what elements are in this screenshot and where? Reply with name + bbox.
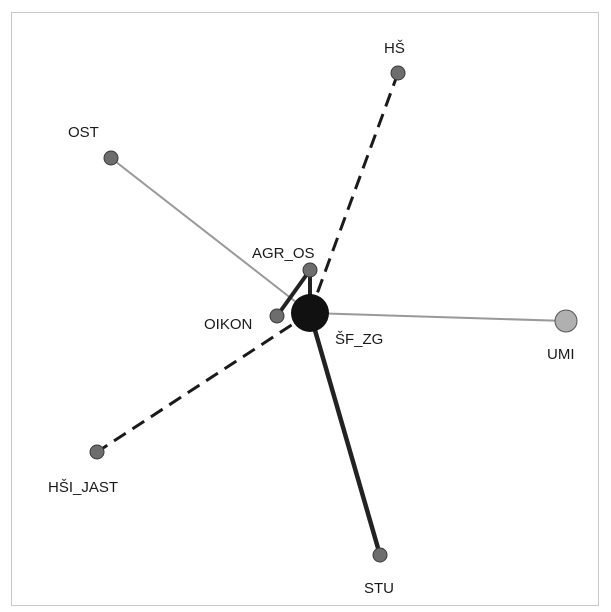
- edge-sf_zg-stu: [307, 312, 383, 556]
- label-agr_os: AGR_OS: [252, 245, 315, 262]
- label-oikon: OIKON: [204, 316, 252, 333]
- edge-sf_zg-hs: [308, 72, 400, 314]
- node-oikon: [269, 308, 285, 324]
- label-umi: UMI: [547, 346, 575, 363]
- node-stu: [372, 547, 388, 563]
- edge-sf_zg-hsi_jast: [96, 311, 311, 454]
- edge-agr_os-oikon: [275, 268, 312, 318]
- edge-sf_zg-umi: [309, 312, 567, 322]
- node-agr_os: [302, 262, 318, 278]
- label-hsi_jast: HŠI_JAST: [48, 479, 118, 496]
- node-ost: [103, 150, 119, 166]
- label-ost: OST: [68, 124, 99, 141]
- label-stu: STU: [364, 580, 394, 597]
- edge-sf_zg-ost: [110, 157, 311, 314]
- node-umi: [554, 309, 578, 333]
- label-sf_zg: ŠF_ZG: [335, 331, 383, 348]
- label-hs: HŠ: [384, 40, 405, 57]
- node-hs: [390, 65, 406, 81]
- node-sf_zg: [291, 294, 329, 332]
- node-hsi_jast: [89, 444, 105, 460]
